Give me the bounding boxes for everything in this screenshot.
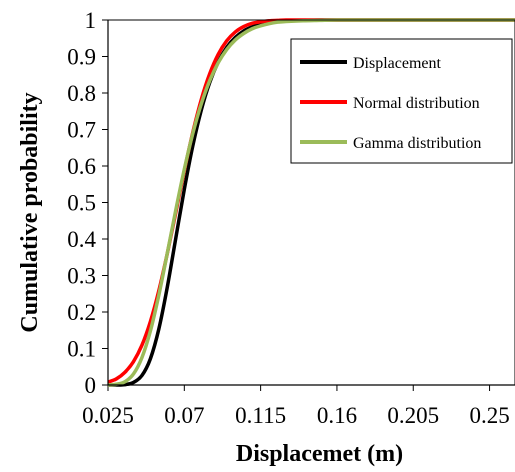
legend-label: Gamma distribution: [353, 135, 481, 152]
y-tick-label: 0.4: [67, 227, 96, 252]
x-tick-label: 0.16: [317, 403, 357, 428]
x-axis-ticks: 0.025 0.07 0.115 0.16 0.205 0.25: [82, 385, 510, 428]
x-tick-label: 0.205: [387, 403, 439, 428]
legend: Displacement Normal distribution Gamma dis…: [290, 38, 513, 164]
x-tick-label: 0.025: [82, 403, 134, 428]
y-axis-title: Cumulative probability: [17, 92, 43, 332]
y-tick-label: 0.8: [67, 81, 96, 106]
x-tick-label: 0.25: [469, 403, 509, 428]
legend-items: Displacement Normal distribution Gamma dis…: [300, 55, 481, 152]
y-tick-label: 0.9: [67, 45, 96, 70]
y-tick-label: 1: [85, 8, 97, 33]
y-axis-ticks: 0 0.1 0.2 0.3 0.4 0.5 0.6 0.7 0.8 0.9 1: [67, 8, 108, 398]
y-tick-label: 0.5: [67, 191, 96, 216]
y-tick-label: 0.3: [67, 264, 96, 289]
y-tick-label: 0.2: [67, 300, 96, 325]
x-tick-label: 0.07: [164, 403, 204, 428]
x-axis-title: Displacemet (m): [236, 441, 403, 467]
y-tick-label: 0.6: [67, 154, 96, 179]
legend-label: Normal distribution: [353, 95, 480, 112]
x-tick-label: 0.115: [235, 403, 286, 428]
y-tick-label: 0.1: [67, 337, 96, 362]
y-tick-label: 0.7: [67, 118, 96, 143]
legend-label: Displacement: [353, 55, 442, 72]
y-tick-label: 0: [85, 373, 97, 398]
